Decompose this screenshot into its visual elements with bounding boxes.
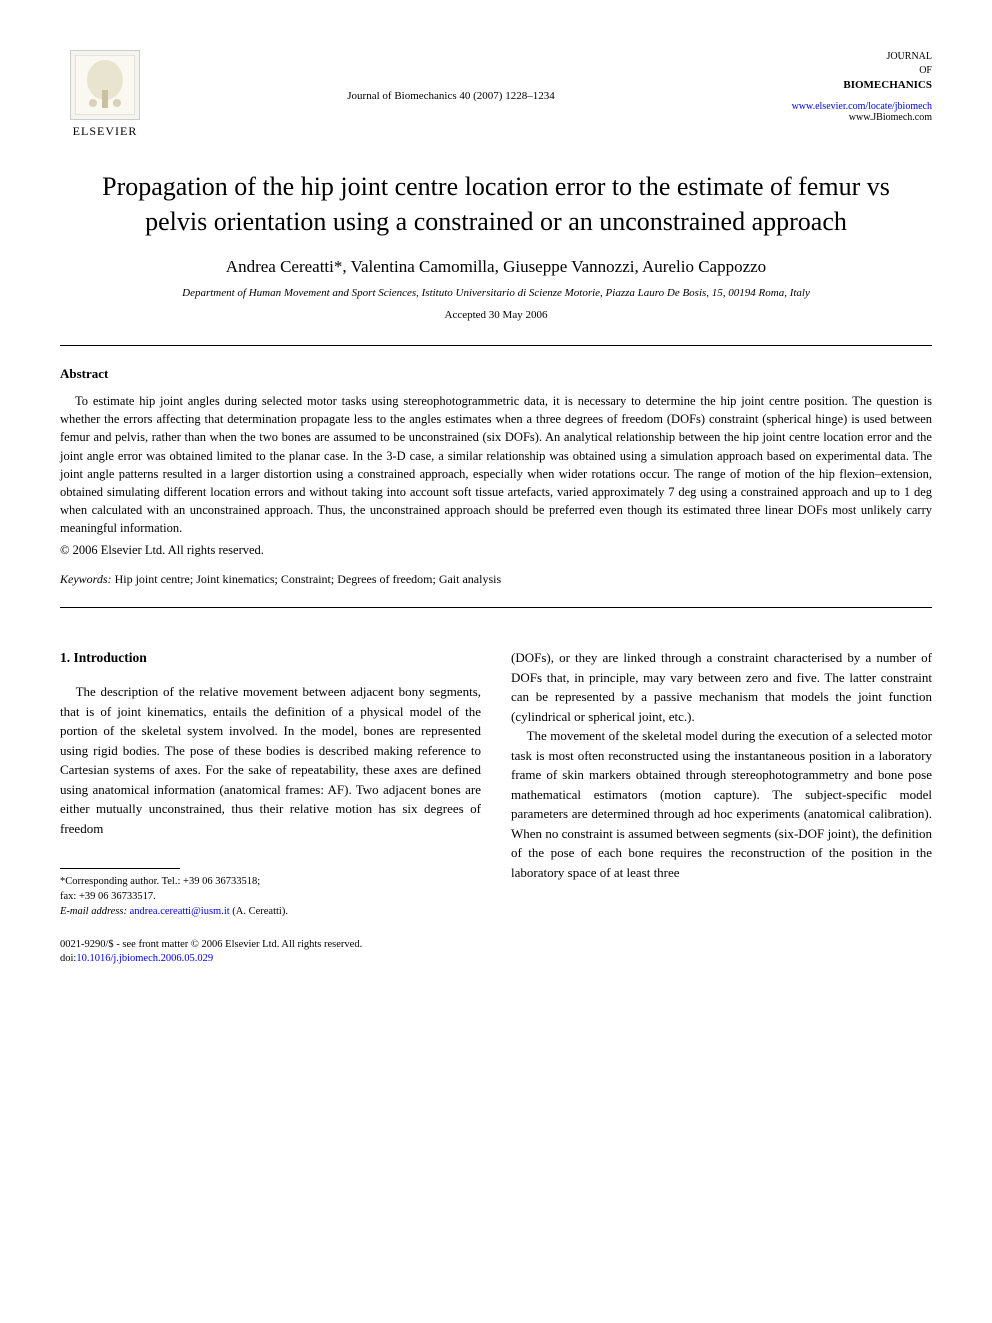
abstract-section: Abstract To estimate hip joint angles du… bbox=[60, 366, 932, 587]
journal-citation: Journal of Biomechanics 40 (2007) 1228–1… bbox=[150, 50, 752, 102]
bottom-info: 0021-9290/$ - see front matter © 2006 El… bbox=[60, 938, 481, 967]
footnote-email-line: E-mail address: andrea.cereatti@iusm.it … bbox=[60, 905, 481, 920]
doi-link[interactable]: 10.1016/j.jbiomech.2006.05.029 bbox=[76, 953, 213, 964]
publisher-name: ELSEVIER bbox=[73, 124, 138, 139]
accepted-date: Accepted 30 May 2006 bbox=[60, 309, 932, 321]
divider-after-abstract bbox=[60, 607, 932, 608]
publisher-logo-block: ELSEVIER bbox=[60, 50, 150, 139]
journal-name: JOURNAL OF BIOMECHANICS bbox=[752, 50, 932, 93]
footnote-tel: *Corresponding author. Tel.: +39 06 3673… bbox=[60, 875, 481, 890]
journal-link-2[interactable]: www.JBiomech.com bbox=[849, 112, 932, 123]
journal-name-line1: JOURNAL bbox=[886, 51, 932, 62]
doi-prefix: doi: bbox=[60, 953, 76, 964]
footnote-email-label: E-mail address: bbox=[60, 906, 127, 917]
elsevier-tree-icon bbox=[70, 50, 140, 120]
footnote-fax: fax: +39 06 36733517. bbox=[60, 890, 481, 905]
divider-top bbox=[60, 345, 932, 346]
keywords-text: Hip joint centre; Joint kinematics; Cons… bbox=[112, 572, 502, 586]
keywords-label: Keywords: bbox=[60, 572, 112, 586]
page-header: ELSEVIER Journal of Biomechanics 40 (200… bbox=[60, 50, 932, 139]
footnote-divider bbox=[60, 868, 180, 869]
journal-links: www.elsevier.com/locate/jbiomech www.JBi… bbox=[752, 101, 932, 123]
journal-name-bold: BIOMECHANICS bbox=[843, 79, 932, 91]
article-title: Propagation of the hip joint centre loca… bbox=[100, 169, 892, 239]
body-columns: 1. Introduction The description of the r… bbox=[60, 648, 932, 967]
authors-line: Andrea Cereatti*, Valentina Camomilla, G… bbox=[60, 257, 932, 277]
footnote-block: *Corresponding author. Tel.: +39 06 3673… bbox=[60, 875, 481, 919]
keywords-line: Keywords: Hip joint centre; Joint kinema… bbox=[60, 572, 932, 587]
doi-line: doi:10.1016/j.jbiomech.2006.05.029 bbox=[60, 952, 481, 967]
front-matter-line: 0021-9290/$ - see front matter © 2006 El… bbox=[60, 938, 481, 953]
intro-heading: 1. Introduction bbox=[60, 648, 481, 668]
journal-info-block: JOURNAL OF BIOMECHANICS www.elsevier.com… bbox=[752, 50, 932, 123]
left-column: 1. Introduction The description of the r… bbox=[60, 648, 481, 967]
footnote-email-suffix: (A. Cereatti). bbox=[230, 906, 288, 917]
journal-link-1[interactable]: www.elsevier.com/locate/jbiomech bbox=[792, 101, 932, 112]
abstract-heading: Abstract bbox=[60, 366, 932, 382]
footnote-email[interactable]: andrea.cereatti@iusm.it bbox=[130, 906, 230, 917]
right-column: (DOFs), or they are linked through a con… bbox=[511, 648, 932, 967]
intro-para-2b: The movement of the skeletal model durin… bbox=[511, 726, 932, 882]
abstract-copyright: © 2006 Elsevier Ltd. All rights reserved… bbox=[60, 543, 932, 558]
journal-name-line2: OF bbox=[919, 65, 932, 76]
intro-para-2a: (DOFs), or they are linked through a con… bbox=[511, 648, 932, 726]
abstract-body: To estimate hip joint angles during sele… bbox=[60, 392, 932, 537]
affiliation: Department of Human Movement and Sport S… bbox=[60, 287, 932, 299]
intro-para-1: The description of the relative movement… bbox=[60, 682, 481, 838]
